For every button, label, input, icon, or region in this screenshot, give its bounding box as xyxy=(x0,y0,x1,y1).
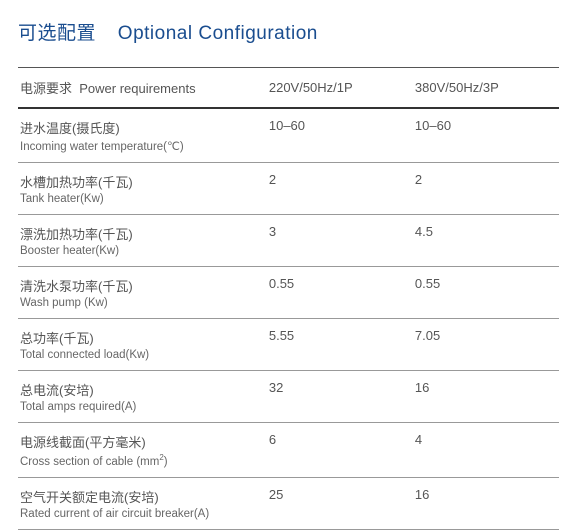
header-label: 电源要求 Power requirements xyxy=(18,68,267,109)
row-value-2: 16 xyxy=(413,477,559,529)
header-col1: 220V/50Hz/1P xyxy=(267,68,413,109)
row-label-cn: 清洗水泵功率(千瓦) xyxy=(20,276,265,295)
row-label-en: Cross section of cable (mm2) xyxy=(20,453,265,468)
table-row: 空气开关额定电流(安培) Rated current of air circuit… xyxy=(18,477,559,529)
row-value-1: 5.55 xyxy=(267,319,413,371)
row-value-2: 4 xyxy=(413,423,559,478)
row-value-1: 6 xyxy=(267,423,413,478)
row-label: 进水温度(摄氏度) Incoming water temperature(℃) xyxy=(18,108,267,163)
row-label-en: Total connected load(Kw) xyxy=(20,349,265,361)
row-label: 电源线截面(平方毫米) Cross section of cable (mm2) xyxy=(18,423,267,478)
table-row: 漂洗加热功率(千瓦) Booster heater(Kw)34.5 xyxy=(18,215,559,267)
spec-table: 电源要求 Power requirements 220V/50Hz/1P 380… xyxy=(18,67,559,530)
row-label: 漂洗加热功率(千瓦) Booster heater(Kw) xyxy=(18,215,267,267)
row-value-1: 0.55 xyxy=(267,267,413,319)
row-value-1: 3 xyxy=(267,215,413,267)
row-value-2: 10–60 xyxy=(413,108,559,163)
row-label-en: Incoming water temperature(℃) xyxy=(20,139,265,153)
row-value-1: 10–60 xyxy=(267,108,413,163)
row-label-cn: 空气开关额定电流(安培) xyxy=(20,487,265,506)
row-label-en: Rated current of air circuit breaker(A) xyxy=(20,508,265,520)
row-label-cn: 漂洗加热功率(千瓦) xyxy=(20,224,265,243)
header-label-cn: 电源要求 xyxy=(20,81,72,96)
row-value-1: 25 xyxy=(267,477,413,529)
header-col2: 380V/50Hz/3P xyxy=(413,68,559,109)
table-row: 水槽加热功率(千瓦)Tank heater(Kw)22 xyxy=(18,163,559,215)
row-label: 总功率(千瓦) Total connected load(Kw) xyxy=(18,319,267,371)
row-label-cn: 总电流(安培) xyxy=(20,380,265,399)
header-label-en: Power requirements xyxy=(79,81,195,96)
row-value-2: 2 xyxy=(413,163,559,215)
row-label-en: Total amps required(A) xyxy=(20,401,265,413)
table-row: 总功率(千瓦) Total connected load(Kw)5.557.05 xyxy=(18,319,559,371)
row-value-2: 16 xyxy=(413,371,559,423)
row-label: 空气开关额定电流(安培) Rated current of air circuit… xyxy=(18,477,267,529)
table-row: 清洗水泵功率(千瓦)Wash pump (Kw)0.550.55 xyxy=(18,267,559,319)
table-header-row: 电源要求 Power requirements 220V/50Hz/1P 380… xyxy=(18,68,559,109)
table-row: 进水温度(摄氏度)Incoming water temperature(℃)10… xyxy=(18,108,559,163)
section-title: 可选配置 Optional Configuration xyxy=(18,18,559,45)
section-title-cn: 可选配置 xyxy=(18,23,96,44)
row-label-cn: 电源线截面(平方毫米) xyxy=(20,432,265,451)
section-title-en: Optional Configuration xyxy=(118,23,318,44)
row-value-2: 7.05 xyxy=(413,319,559,371)
row-label-en: Booster heater(Kw) xyxy=(20,245,265,257)
row-label: 总电流(安培) Total amps required(A) xyxy=(18,371,267,423)
row-label: 水槽加热功率(千瓦) Tank heater(Kw) xyxy=(18,163,267,215)
row-label-cn: 总功率(千瓦) xyxy=(20,328,265,347)
row-label: 清洗水泵功率(千瓦) Wash pump (Kw) xyxy=(18,267,267,319)
row-value-1: 2 xyxy=(267,163,413,215)
table-row: 电源线截面(平方毫米) Cross section of cable (mm2)6… xyxy=(18,423,559,478)
row-value-2: 4.5 xyxy=(413,215,559,267)
row-label-cn: 进水温度(摄氏度) xyxy=(20,118,265,137)
row-label-en: Wash pump (Kw) xyxy=(20,297,265,309)
row-label-cn: 水槽加热功率(千瓦) xyxy=(20,172,265,191)
row-label-en: Tank heater(Kw) xyxy=(20,193,265,205)
table-row: 总电流(安培) Total amps required(A)3216 xyxy=(18,371,559,423)
row-value-1: 32 xyxy=(267,371,413,423)
row-value-2: 0.55 xyxy=(413,267,559,319)
